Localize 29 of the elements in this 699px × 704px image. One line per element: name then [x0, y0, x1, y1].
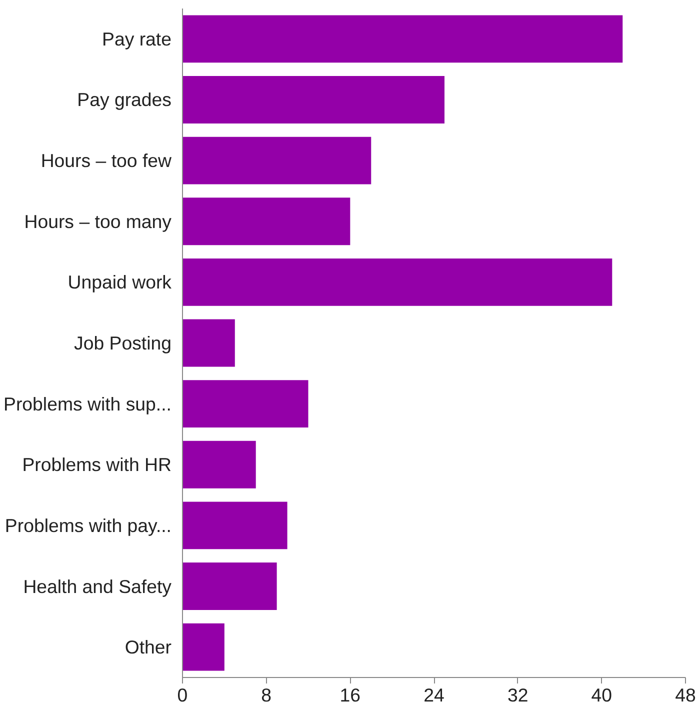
- x-tick-label: 0: [177, 684, 188, 704]
- y-tick-label: Job Posting: [74, 332, 172, 354]
- y-tick-label: Hours – too many: [24, 210, 172, 232]
- y-tick-label: Problems with sup...: [4, 393, 172, 414]
- y-tick-label: Hours – too few: [40, 150, 172, 172]
- y-tick-label: Health and Safety: [23, 576, 172, 597]
- x-tick-label: 48: [675, 684, 696, 704]
- y-tick-label: Problems with HR: [22, 454, 172, 476]
- x-tick-label: 24: [424, 684, 444, 704]
- bar: [182, 502, 288, 550]
- bar: [182, 198, 350, 246]
- bar: [182, 319, 235, 367]
- y-tick-label: Pay rate: [102, 28, 172, 50]
- bar: [182, 562, 277, 610]
- y-tick-label: Pay grades: [77, 89, 172, 110]
- x-tick-label: 32: [507, 684, 528, 704]
- bar: [182, 136, 372, 184]
- bar: [182, 258, 612, 306]
- y-tick-label: Problems with pay...: [4, 514, 172, 536]
- x-tick-label: 40: [591, 684, 612, 704]
- bar: [182, 380, 308, 428]
- bar: [182, 76, 444, 124]
- y-tick-label: Unpaid work: [68, 272, 172, 293]
- x-tick-label: 8: [261, 684, 272, 704]
- bar: [182, 15, 623, 63]
- y-tick-label: Other: [124, 636, 172, 658]
- bar: [182, 623, 224, 671]
- x-tick-label: 16: [340, 684, 361, 704]
- bar: [182, 440, 256, 488]
